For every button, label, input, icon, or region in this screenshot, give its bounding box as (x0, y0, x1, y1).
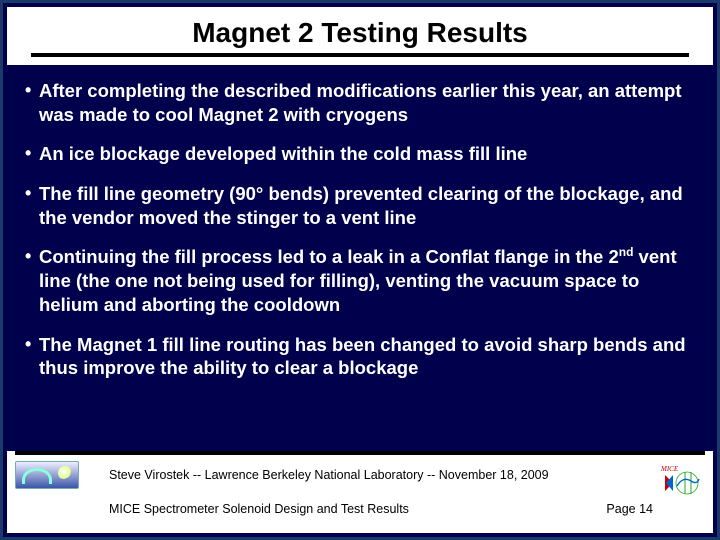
bullet-item: After completing the described modificat… (25, 79, 695, 126)
title-underline-block (7, 55, 713, 65)
bullet-item: An ice blockage developed within the col… (25, 142, 695, 166)
bullet-item: Continuing the fill process led to a lea… (25, 245, 695, 316)
footer-attribution: Steve Virostek -- Lawrence Berkeley Nati… (89, 468, 659, 482)
title-rule (31, 53, 689, 57)
slide: Magnet 2 Testing Results After completin… (0, 0, 720, 540)
bullet-item: The Magnet 1 fill line routing has been … (25, 333, 695, 380)
berkeley-lab-icon (15, 461, 79, 489)
slide-body: After completing the described modificat… (3, 65, 717, 451)
bullet-item: The fill line geometry (90° bends) preve… (25, 182, 695, 229)
mice-collab-icon: MICE (659, 461, 705, 501)
slide-title: Magnet 2 Testing Results (7, 7, 713, 55)
footer-subtitle: MICE Spectrometer Solenoid Design and Te… (89, 502, 590, 516)
slide-footer: Steve Virostek -- Lawrence Berkeley Nati… (7, 451, 713, 533)
bullet-list: After completing the described modificat… (25, 79, 695, 380)
svg-text:MICE: MICE (660, 465, 679, 473)
page-number: Page 14 (600, 502, 659, 516)
